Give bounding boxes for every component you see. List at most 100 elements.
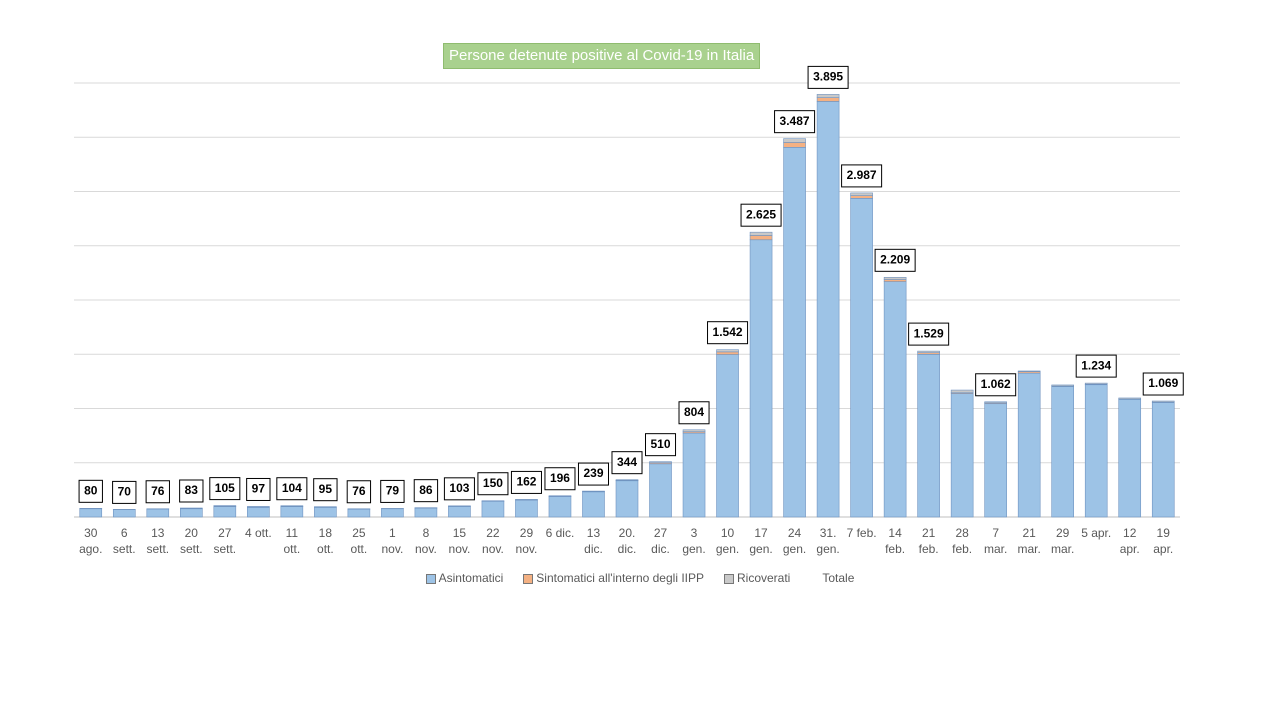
label-box [246, 477, 271, 501]
bar-segment [783, 147, 806, 518]
label-box [807, 65, 849, 89]
total-label: 104 [282, 481, 302, 495]
label-box [443, 477, 475, 501]
x-tick-label: 14 feb. [885, 526, 906, 556]
bar-segment [1051, 384, 1074, 387]
total-label: 2.987 [847, 168, 877, 182]
x-tick-label: 31. gen. [816, 526, 840, 556]
total-label: 76 [151, 484, 165, 498]
bar-segment [749, 239, 773, 518]
label-box [276, 477, 308, 501]
total-label: 2.209 [880, 252, 910, 266]
label-box [1075, 354, 1117, 378]
bar-segment [1017, 370, 1041, 372]
x-tick-label: 5 apr. [1081, 526, 1112, 540]
bar-segment [883, 281, 907, 518]
total-label: 105 [215, 481, 235, 495]
bar-segment [582, 491, 605, 518]
bar-segment [883, 277, 907, 280]
x-tick-label: 25 ott. [350, 526, 368, 556]
total-label: 1.542 [713, 325, 743, 339]
x-tick-label: 27 sett. [213, 526, 237, 556]
legend-swatch [724, 573, 734, 584]
label-box [1142, 372, 1184, 396]
legend: Asintomatici Sintomatici all'interno degl… [0, 571, 1280, 585]
x-tick-label: 4 ott. [244, 526, 272, 540]
bar-segment [917, 354, 940, 518]
bar-segment [347, 508, 371, 518]
label-box [380, 479, 405, 503]
label-box [209, 477, 241, 501]
bar-segment [247, 507, 270, 518]
x-tick-label: 12 apr. [1119, 526, 1140, 556]
total-label: 1.062 [981, 377, 1011, 391]
bar-segment [1151, 402, 1175, 518]
label-box [740, 203, 782, 227]
bar-segment [716, 354, 739, 518]
label-box [145, 480, 170, 504]
total-label: 86 [419, 483, 433, 497]
x-tick-label: 27 dic. [651, 526, 670, 556]
legend-swatch [523, 573, 534, 584]
bar-segment [749, 235, 773, 241]
bar-segment [749, 231, 773, 236]
bar-segment [515, 499, 538, 518]
total-label: 79 [386, 484, 400, 498]
bar-segment [783, 142, 806, 148]
total-label: 196 [550, 471, 570, 485]
label-box [313, 478, 338, 502]
total-label: 2.625 [746, 207, 776, 221]
bar-segment [615, 480, 639, 518]
x-tick-label: 22 nov. [482, 526, 504, 556]
x-tick-label: 1 nov. [381, 526, 404, 556]
label-box [544, 467, 576, 491]
total-label: 1.529 [914, 326, 944, 340]
bar-segment [414, 507, 438, 518]
label-box [510, 470, 542, 494]
total-label: 162 [516, 475, 536, 489]
label-box [346, 480, 372, 504]
x-tick-label: 30 ago. [79, 526, 103, 556]
total-label: 344 [617, 455, 637, 469]
label-box [611, 451, 643, 475]
x-tick-label: 7 mar. [983, 526, 1008, 556]
label-box [78, 479, 103, 503]
legend-swatch [425, 573, 436, 584]
legend-label: Totale [822, 571, 855, 585]
x-tick-label: 10 gen. [715, 526, 740, 556]
legend-item: Sintomatici all'interno degli IIPP [523, 571, 704, 585]
chart-title: Persone detenute positive al Covid-19 in… [443, 43, 761, 69]
bar-segment [180, 508, 203, 518]
bar-segment [1084, 384, 1108, 518]
x-tick-label: 20. dic. [617, 526, 637, 556]
bar-segment [850, 198, 873, 518]
total-label: 239 [583, 466, 603, 480]
legend-item: Totale [822, 571, 854, 585]
x-tick-label: 6 sett. [112, 526, 136, 556]
x-tick-label: 28 feb. [952, 526, 973, 556]
bar-segment [548, 496, 572, 518]
bar-segment [112, 509, 136, 518]
label-box [874, 248, 916, 272]
total-label: 80 [84, 483, 98, 497]
bar-segment [280, 506, 304, 518]
label-box [841, 164, 883, 188]
legend-label: Ricoverati [737, 571, 791, 585]
x-tick-label: 29 mar. [1051, 526, 1075, 556]
total-label: 3.487 [780, 114, 810, 128]
x-tick-label: 29 nov. [515, 526, 538, 556]
bar-segment [1118, 399, 1142, 518]
label-box [413, 479, 439, 503]
total-label: 150 [483, 476, 503, 490]
x-tick-label: 24 gen. [782, 526, 807, 556]
bar-segment [213, 506, 237, 518]
total-label: 83 [185, 483, 199, 497]
legend-label: Sintomatici all'interno degli IIPP [536, 571, 704, 585]
label-box [908, 322, 950, 346]
x-tick-label: 21 feb. [918, 526, 939, 556]
label-box [644, 433, 677, 457]
label-box [774, 110, 816, 134]
x-tick-label: 13 dic. [584, 526, 603, 556]
bar-segment [917, 350, 940, 354]
